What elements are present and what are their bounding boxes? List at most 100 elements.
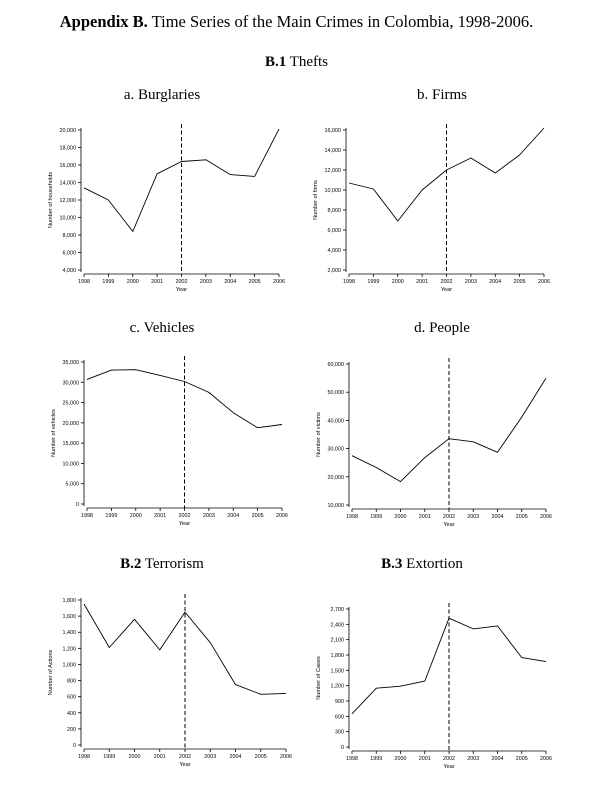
section-extortion-label: Extortion (402, 556, 463, 572)
section-terrorism-number: B.2 (120, 556, 142, 572)
extortion-x-tick-label: 2005 (516, 756, 528, 762)
people-series-line (351, 377, 547, 483)
burglaries-chart: 4,000 6,000 8,000 10,000 12,000 14,000 16,000 1… (48, 124, 285, 293)
firms-y-tick-label: 16,000 (325, 128, 342, 134)
burglaries-y-tick-label: 20,000 (60, 128, 77, 134)
burglaries-x-tick-label: 2001 (151, 279, 163, 285)
extortion-y-tick-label: 2,400 (331, 622, 345, 628)
terrorism-x-axis-label: Year (179, 762, 190, 768)
burglaries-x-tick-label: 2004 (224, 279, 236, 285)
burglaries-y-tick-label: 12,000 (60, 198, 77, 204)
people-x-tick-label: 2004 (492, 514, 504, 520)
extortion-y-tick-label: 2,100 (331, 638, 345, 644)
extortion-y-tick-label: 1,200 (331, 684, 345, 690)
extortion-y-tick-label: 0 (341, 745, 344, 751)
firms-x-tick-label: 2000 (392, 279, 404, 285)
terrorism-y-tick-label: 1,400 (63, 630, 77, 636)
people-x-tick-label: 1999 (370, 514, 382, 520)
firms-x-tick-label: 2002 (441, 279, 453, 285)
vehicles-x-tick-label: 1998 (81, 513, 93, 519)
vehicles-y-tick-label: 35,000 (63, 360, 80, 366)
firms-x-tick-label: 2004 (489, 279, 501, 285)
firms-x-tick-label: 2001 (416, 279, 428, 285)
firms-x-tick-label: 1998 (343, 279, 355, 285)
terrorism-x-tick-label: 2004 (230, 754, 242, 760)
firms-x-tick-label: 2006 (538, 279, 550, 285)
section-terrorism-label: Terrorism (141, 556, 204, 572)
vehicles-x-axis-label: Year (179, 521, 190, 527)
terrorism-x-tick-label: 2003 (204, 754, 216, 760)
extortion-y-tick-label: 300 (335, 730, 344, 736)
subtitle-people: d. People (414, 320, 470, 336)
extortion-y-tick-label: 900 (335, 699, 344, 705)
vehicles-x-tick-label: 2002 (179, 513, 191, 519)
burglaries-y-tick-label: 10,000 (60, 216, 77, 222)
vehicles-x-tick-label: 2004 (227, 513, 239, 519)
people-y-tick-label: 20,000 (328, 475, 345, 481)
extortion-x-tick-label: 2004 (492, 756, 504, 762)
terrorism-x-tick-label: 2006 (280, 754, 292, 760)
firms-y-tick-label: 10,000 (325, 188, 342, 194)
burglaries-y-tick-label: 16,000 (60, 163, 77, 169)
extortion-x-tick-label: 1999 (370, 756, 382, 762)
page-title: Appendix B. Time Series of the Main Crim… (0, 12, 593, 32)
terrorism-y-tick-label: 600 (67, 695, 76, 701)
firms-x-tick-label: 2005 (514, 279, 526, 285)
burglaries-x-tick-label: 1999 (102, 279, 114, 285)
extortion-x-axis-label: Year (443, 764, 454, 770)
firms-y-tick-label: 8,000 (328, 208, 342, 214)
section-extortion-heading: B.3 Extortion (300, 556, 544, 573)
people-x-tick-label: 1998 (346, 514, 358, 520)
subtitle-firms: b. Firms (416, 87, 467, 103)
burglaries-y-tick-label: 4,000 (63, 268, 77, 274)
terrorism-x-tick-label: 1998 (78, 754, 90, 760)
burglaries-series-line (83, 128, 280, 232)
vehicles-chart: 0 5,000 10,000 15,000 20,000 25,000 30,000 35,0… (51, 356, 288, 527)
extortion-x-tick-label: 2006 (540, 756, 552, 762)
firms-y-tick-label: 14,000 (325, 148, 342, 154)
firms-x-axis-label: Year (441, 287, 452, 293)
vehicles-x-tick-label: 2001 (154, 513, 166, 519)
section-terrorism-heading: B.2 Terrorism (40, 556, 284, 573)
burglaries-x-tick-label: 1998 (78, 279, 90, 285)
vehicles-y-tick-label: 10,000 (63, 461, 80, 467)
people-y-axis-label: Number of victims (316, 412, 322, 457)
terrorism-y-tick-label: 0 (73, 743, 76, 749)
terrorism-x-tick-label: 2005 (255, 754, 267, 760)
extortion-x-tick-label: 2002 (443, 756, 455, 762)
section-thefts-label: Thefts (286, 54, 329, 70)
burglaries-x-tick-label: 2005 (249, 279, 261, 285)
people-y-tick-label: 50,000 (328, 390, 345, 396)
terrorism-x-tick-label: 2001 (154, 754, 166, 760)
people-y-tick-label: 60,000 (328, 362, 345, 368)
firms-x-tick-label: 2003 (465, 279, 477, 285)
people-x-tick-label: 2003 (467, 514, 479, 520)
section-thefts-heading: B.1 Thefts (0, 54, 593, 71)
terrorism-y-tick-label: 200 (67, 727, 76, 733)
burglaries-y-tick-label: 14,000 (60, 181, 77, 187)
title-rest: Time Series of the Main Crimes in Colomb… (147, 12, 534, 31)
burglaries-x-tick-label: 2000 (127, 279, 139, 285)
people-y-tick-label: 10,000 (328, 503, 345, 509)
people-x-tick-label: 2006 (540, 514, 552, 520)
vehicles-y-axis-label: Number of vehicles (51, 409, 57, 457)
terrorism-y-tick-label: 1,200 (63, 646, 77, 652)
vehicles-series-line (86, 369, 283, 429)
burglaries-y-tick-label: 6,000 (63, 251, 77, 257)
subtitle-vehicles: c. Vehicles (129, 320, 195, 336)
extortion-y-axis-label: Number of Cases (316, 656, 322, 700)
terrorism-y-tick-label: 800 (67, 679, 76, 685)
extortion-y-tick-label: 1,500 (331, 668, 345, 674)
vehicles-x-tick-label: 1999 (105, 513, 117, 519)
firms-y-tick-label: 6,000 (328, 228, 342, 234)
firms-chart: 2,000 4,000 6,000 8,000 10,000 12,000 14,000 16… (313, 124, 550, 293)
burglaries-x-tick-label: 2002 (176, 279, 188, 285)
people-x-tick-label: 2000 (395, 514, 407, 520)
extortion-x-tick-label: 1998 (346, 756, 358, 762)
extortion-y-tick-label: 600 (335, 714, 344, 720)
vehicles-y-tick-label: 25,000 (63, 401, 80, 407)
terrorism-y-tick-label: 1,800 (63, 598, 77, 604)
extortion-y-tick-label: 1,800 (331, 653, 345, 659)
firms-y-tick-label: 4,000 (328, 248, 342, 254)
subtitle-burglaries: a. Burglaries (123, 87, 201, 103)
